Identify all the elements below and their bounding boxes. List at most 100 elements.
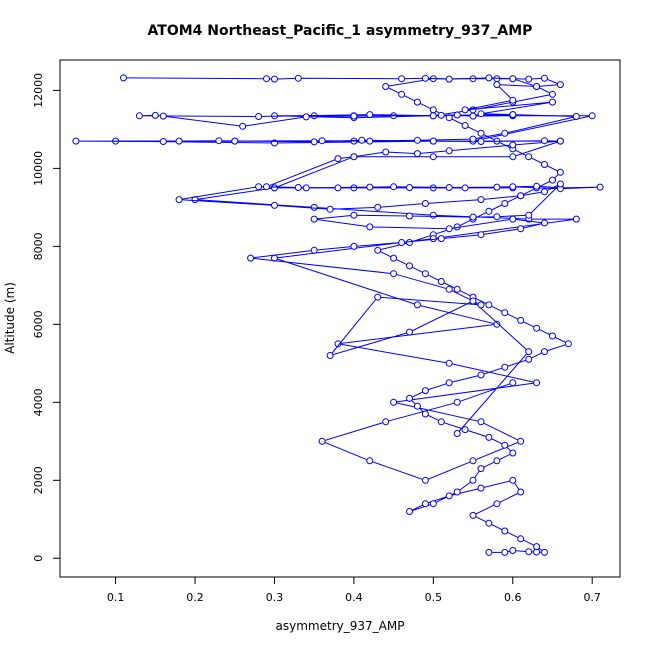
data-point <box>533 543 541 551</box>
data-point <box>263 75 270 83</box>
data-point <box>501 363 509 371</box>
data-point <box>445 492 453 500</box>
data-point <box>556 81 564 89</box>
data-point <box>406 239 413 246</box>
data-point <box>477 371 485 379</box>
data-point <box>271 75 278 83</box>
data-point <box>588 112 596 120</box>
data-point <box>334 155 342 163</box>
data-point <box>135 112 143 120</box>
data-point <box>533 182 541 190</box>
data-point <box>509 153 517 161</box>
data-point <box>366 457 374 465</box>
data-point <box>485 548 493 556</box>
data-point <box>429 500 437 508</box>
data-point <box>429 106 437 114</box>
data-point <box>485 207 493 215</box>
data-point <box>413 136 421 144</box>
data-point <box>549 90 556 98</box>
data-point <box>493 500 501 508</box>
data-point <box>469 213 477 221</box>
data-point <box>382 83 390 90</box>
data-point <box>398 75 406 83</box>
data-point <box>413 98 421 106</box>
data-point <box>445 184 453 191</box>
data-point <box>556 180 564 188</box>
data-point <box>429 211 437 219</box>
data-point <box>453 285 461 293</box>
data-point <box>72 137 80 145</box>
data-point <box>437 418 445 426</box>
data-point <box>493 81 501 89</box>
data-point <box>310 215 318 223</box>
series-2 <box>72 74 604 437</box>
data-point <box>294 74 302 82</box>
data-point <box>421 270 429 278</box>
data-point <box>350 242 358 250</box>
data-point <box>453 398 461 406</box>
data-point <box>477 484 485 492</box>
data-point <box>429 112 437 120</box>
y-tick-label: 12000 <box>32 73 45 108</box>
data-point <box>525 548 533 556</box>
y-tick-label: 10000 <box>32 151 45 186</box>
x-tick-label: 0.3 <box>266 591 284 604</box>
data-point <box>406 262 413 270</box>
data-point <box>509 449 517 457</box>
data-point <box>469 112 477 120</box>
data-point <box>556 137 564 145</box>
data-point <box>453 111 461 119</box>
data-point <box>525 355 533 363</box>
data-point <box>501 441 509 449</box>
data-point <box>509 215 517 223</box>
data-point <box>406 508 413 515</box>
y-axis-label: Altitude (m) <box>3 282 17 354</box>
data-point <box>310 203 318 211</box>
plot-frame <box>59 59 621 578</box>
data-point <box>159 112 167 120</box>
data-point <box>334 184 342 192</box>
data-point <box>374 293 382 301</box>
data-point <box>429 137 437 145</box>
series-line <box>115 78 593 553</box>
data-point <box>477 129 485 137</box>
x-axis: 0.1 0.2 0.3 0.4 0.5 0.6 0.7 <box>107 576 601 604</box>
data-point <box>501 129 509 137</box>
data-point <box>151 111 159 119</box>
data-point <box>541 137 548 145</box>
data-point <box>413 301 421 309</box>
data-point <box>541 161 548 168</box>
data-point <box>366 137 374 145</box>
data-point <box>437 111 445 119</box>
data-point <box>549 98 556 106</box>
data-point <box>501 548 509 556</box>
data-point <box>302 184 310 192</box>
data-point <box>556 168 564 176</box>
data-point <box>509 96 517 104</box>
data-point <box>406 184 413 191</box>
data-point <box>310 138 318 146</box>
data-point <box>421 410 429 418</box>
data-point <box>421 387 429 395</box>
data-point <box>477 418 485 426</box>
data-point <box>159 138 167 145</box>
data-point <box>120 74 127 82</box>
data-point <box>549 176 556 184</box>
data-point <box>310 246 318 254</box>
y-tick-label: 6000 <box>32 310 45 338</box>
x-tick-label: 0.4 <box>345 591 363 604</box>
data-point <box>334 340 342 348</box>
data-point <box>382 418 390 426</box>
y-tick-label: 2000 <box>32 466 45 494</box>
data-point <box>517 488 525 496</box>
data-point <box>175 196 183 204</box>
data-point <box>517 535 525 543</box>
data-point <box>549 332 556 340</box>
y-tick-label: 8000 <box>32 232 45 260</box>
data-point <box>509 111 517 119</box>
data-point <box>461 106 469 114</box>
data-point <box>445 225 453 233</box>
data-point <box>350 211 358 219</box>
x-axis-label: asymmetry_937_AMP <box>276 619 405 633</box>
x-tick-label: 0.6 <box>504 591 522 604</box>
